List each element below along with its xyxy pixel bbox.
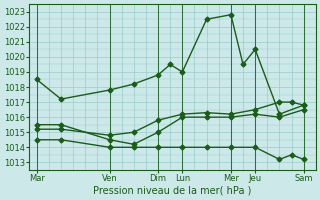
X-axis label: Pression niveau de la mer( hPa ): Pression niveau de la mer( hPa ) — [93, 186, 252, 196]
